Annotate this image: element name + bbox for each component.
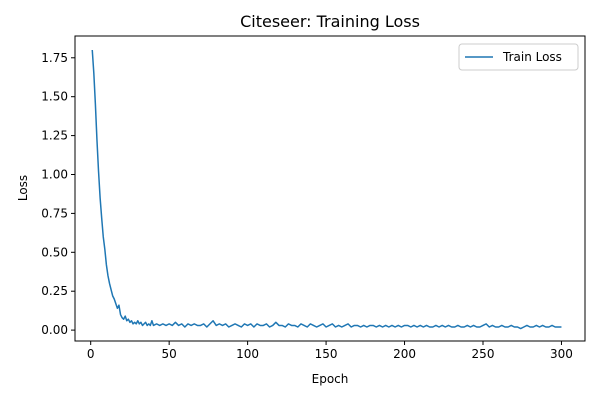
legend-label-train-loss: Train Loss [502,50,562,64]
x-tick-label: 100 [236,347,259,361]
y-tick-label: 1.50 [41,90,68,104]
legend-box [458,43,579,71]
series-line-train-loss [91,49,562,330]
axes [74,35,586,342]
x-tick-label: 300 [550,347,573,361]
x-tick-label: 50 [162,347,177,361]
x-axis-label: Epoch [312,372,349,386]
y-tick-label: 1.25 [41,129,68,143]
x-tick-label: 200 [393,347,416,361]
y-tick-label: 0.00 [41,323,68,337]
y-tick-label: 0.75 [41,206,68,220]
y-axis-ticks: 0.00 0.25 0.50 0.75 1.00 1.25 1.50 1.75 [41,51,75,337]
series-lines [91,49,562,330]
y-tick-label: 0.50 [41,245,68,259]
x-axis-ticks: 0 50 100 150 200 250 300 [87,341,573,361]
x-tick-label: 250 [472,347,495,361]
legend: Train Loss [458,43,579,71]
y-tick-label: 1.00 [41,167,68,181]
x-tick-label: 150 [315,347,338,361]
chart-title: Citeseer: Training Loss [240,12,420,31]
y-axis-label: Loss [16,175,30,201]
y-tick-label: 0.25 [41,284,68,298]
y-tick-label: 1.75 [41,51,68,65]
x-tick-label: 0 [87,347,95,361]
plot-frame [74,35,586,342]
